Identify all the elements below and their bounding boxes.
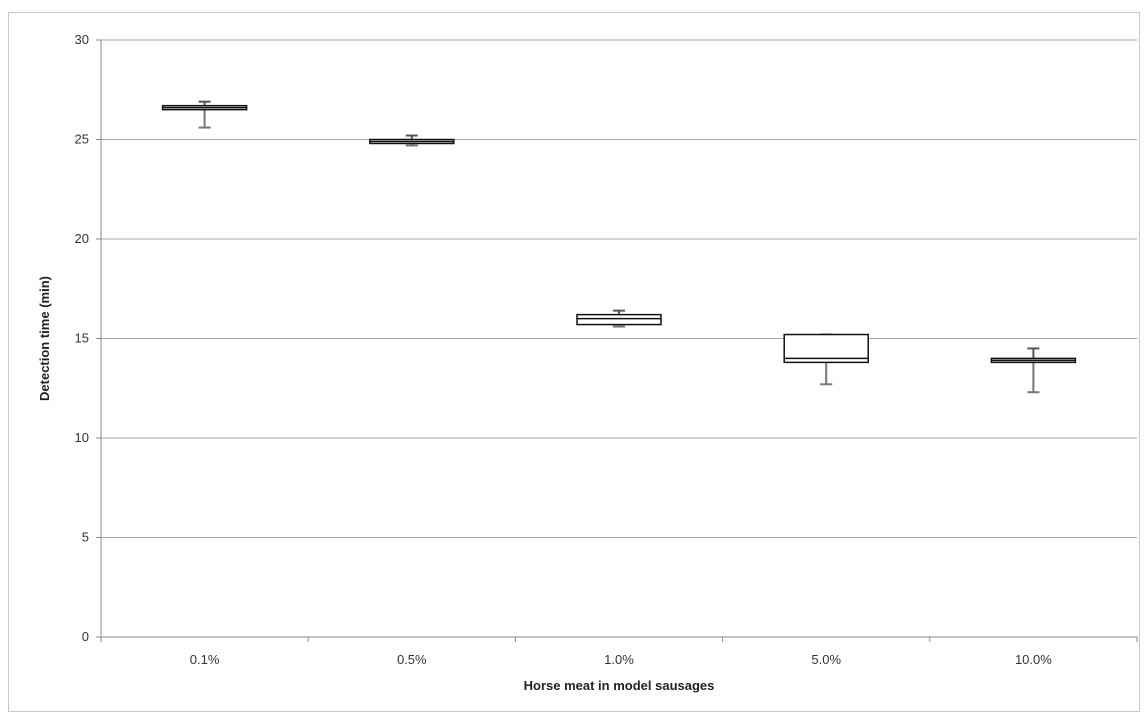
y-axis-title: Detection time (min) <box>37 276 52 401</box>
box-4 <box>990 347 1077 394</box>
box-1 <box>369 134 455 147</box>
box-3 <box>783 333 869 386</box>
y-tick-label-20: 20 <box>75 231 89 246</box>
box-body <box>576 313 662 326</box>
x-tick-label-2: 1.0% <box>604 652 634 667</box>
axes: 0 5 10 15 20 25 30 0.1% 0.5% 1.0% 5.0% 10.0% <box>75 32 1138 667</box>
x-axis-title: Horse meat in model sausages <box>524 678 715 693</box>
y-tick-label-10: 10 <box>75 430 89 445</box>
box-plot-chart: 0 5 10 15 20 25 30 0.1% 0.5% 1.0% 5.0% 10.0% Horse … <box>37 32 1138 693</box>
x-tick-label-4: 10.0% <box>1015 652 1052 667</box>
y-tick-label-0: 0 <box>82 629 89 644</box>
x-tick-label-1: 0.5% <box>397 652 427 667</box>
y-tick-label-25: 25 <box>75 132 89 147</box>
chart-frame: 0 5 10 15 20 25 30 0.1% 0.5% 1.0% 5.0% 10.0% Horse … <box>8 12 1140 712</box>
boxes <box>161 100 1077 394</box>
box-0 <box>161 100 248 129</box>
y-tick-label-15: 15 <box>75 331 89 346</box>
y-tick-label-5: 5 <box>82 530 89 545</box>
box-2 <box>576 309 662 328</box>
grid-lines <box>101 39 1137 538</box>
y-tick-label-30: 30 <box>75 32 89 47</box>
x-tick-label-3: 5.0% <box>811 652 841 667</box>
x-tick-label-0: 0.1% <box>190 652 220 667</box>
